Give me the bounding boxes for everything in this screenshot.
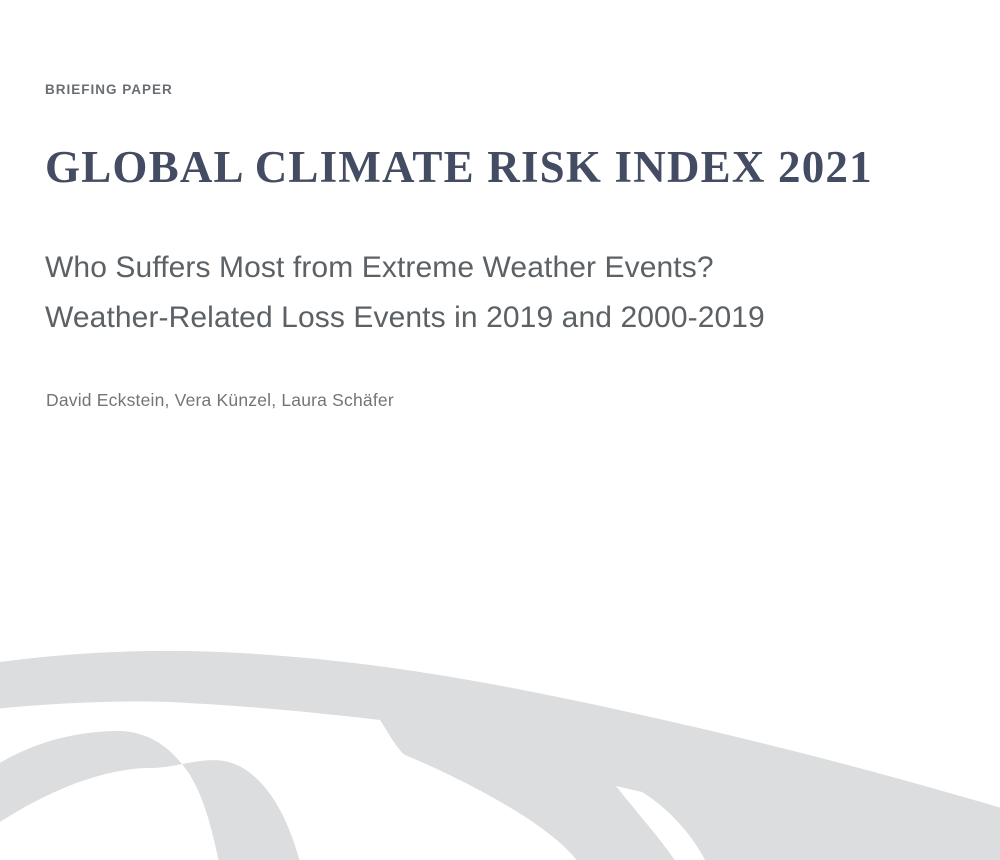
globe-meridian-arch-shape: [0, 731, 300, 860]
authors-line: David Eckstein, Vera Künzel, Laura Schäf…: [46, 390, 394, 410]
globe-wedge-gap-shape: [616, 786, 705, 860]
subtitle-line-2: Weather-Related Loss Events in 2019 and …: [45, 301, 765, 334]
subtitle-line-1: Who Suffers Most from Extreme Weather Ev…: [45, 251, 714, 284]
page-title: GLOBAL CLIMATE RISK INDEX 2021: [45, 142, 873, 192]
globe-outer-band-shape: [0, 650, 1000, 860]
subtitle: Who Suffers Most from Extreme Weather Ev…: [45, 243, 765, 343]
kicker: BRIEFING PAPER: [45, 82, 173, 97]
